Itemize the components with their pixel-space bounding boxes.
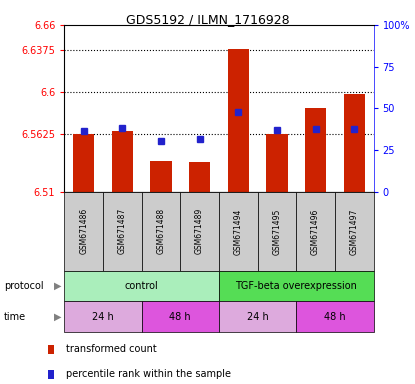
Bar [258,192,296,271]
Bar [64,301,142,332]
Bar [64,271,219,301]
Text: TGF-beta overexpression: TGF-beta overexpression [235,281,357,291]
Text: 48 h: 48 h [169,312,191,322]
Bar [73,134,94,192]
Bar [344,94,365,192]
Text: percentile rank within the sample: percentile rank within the sample [66,369,232,379]
Text: protocol: protocol [4,281,44,291]
Bar [142,301,219,332]
Bar [266,134,288,192]
Bar [180,192,219,271]
Text: GSM671494: GSM671494 [234,208,243,255]
Text: 48 h: 48 h [324,312,346,322]
Text: 24 h: 24 h [247,312,269,322]
Text: GSM671488: GSM671488 [156,208,166,255]
Text: ▶: ▶ [54,281,62,291]
Text: transformed count: transformed count [66,344,157,354]
Text: GSM671487: GSM671487 [118,208,127,255]
Text: GSM671497: GSM671497 [350,208,359,255]
Text: GDS5192 / ILMN_1716928: GDS5192 / ILMN_1716928 [126,13,289,26]
Bar [150,161,171,192]
Bar [227,50,249,192]
Bar [112,131,133,192]
Text: GSM671496: GSM671496 [311,208,320,255]
Bar [219,271,374,301]
Bar [296,301,374,332]
Text: control: control [125,281,159,291]
Bar [305,109,326,192]
Text: 24 h: 24 h [92,312,114,322]
Bar [142,192,180,271]
Bar [103,192,142,271]
Bar [219,301,296,332]
Text: GSM671486: GSM671486 [79,208,88,255]
Text: time: time [4,312,26,322]
Text: ▶: ▶ [54,312,62,322]
Bar [189,162,210,192]
Text: GSM671495: GSM671495 [272,208,281,255]
Bar [335,192,374,271]
Text: GSM671489: GSM671489 [195,208,204,255]
Bar [296,192,335,271]
Bar [64,192,103,271]
Bar [219,192,258,271]
